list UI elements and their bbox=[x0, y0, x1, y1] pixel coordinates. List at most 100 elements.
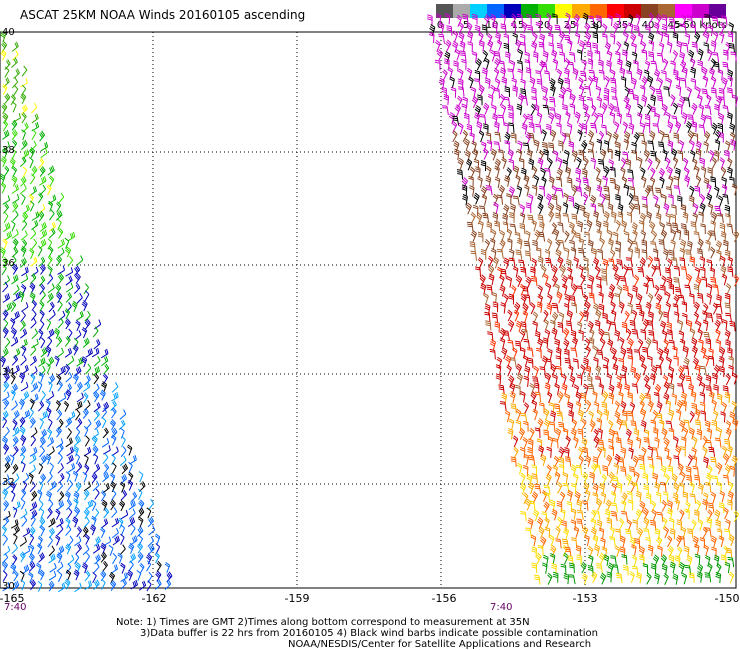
wind-barb bbox=[596, 349, 604, 360]
wind-barb bbox=[687, 383, 694, 396]
wind-barb bbox=[650, 94, 656, 106]
wind-barb bbox=[668, 517, 675, 529]
wind-barb bbox=[120, 572, 128, 583]
wind-barb bbox=[633, 60, 639, 72]
wind-barb bbox=[74, 366, 82, 377]
wind-barb bbox=[595, 220, 602, 233]
wind-barb bbox=[717, 122, 723, 134]
wind-barb bbox=[702, 435, 708, 448]
wind-barb bbox=[564, 230, 570, 243]
wind-barb bbox=[700, 223, 706, 235]
wind-barb bbox=[718, 535, 725, 548]
wind-barb bbox=[565, 320, 573, 331]
wind-barb bbox=[582, 12, 589, 25]
wind-barb bbox=[138, 516, 144, 528]
wind-barb bbox=[673, 175, 679, 187]
wind-barb bbox=[12, 436, 19, 447]
wind-barb bbox=[137, 551, 144, 563]
wind-barb bbox=[101, 417, 107, 429]
wind-barb bbox=[1, 102, 8, 114]
wind-barb bbox=[499, 337, 506, 350]
wind-barb bbox=[39, 310, 45, 322]
map-frame bbox=[0, 31, 737, 589]
wind-barb bbox=[111, 507, 118, 518]
wind-barb bbox=[520, 266, 527, 278]
wind-barb bbox=[606, 373, 612, 385]
wind-barb bbox=[685, 273, 693, 286]
wind-barb bbox=[507, 68, 515, 79]
wind-barb bbox=[640, 167, 646, 180]
wind-barb bbox=[502, 330, 510, 341]
wind-barb bbox=[571, 150, 578, 162]
wind-barb bbox=[729, 465, 735, 477]
wind-barb bbox=[100, 542, 107, 554]
wind-barb bbox=[20, 274, 29, 284]
wind-barb bbox=[679, 239, 687, 251]
wind-barb bbox=[139, 562, 145, 574]
wind-barb bbox=[65, 267, 74, 277]
wind-barb bbox=[545, 193, 552, 206]
wind-barb bbox=[64, 364, 71, 376]
wind-barb bbox=[733, 274, 740, 287]
wind-barb bbox=[45, 345, 52, 357]
wind-barb bbox=[648, 463, 655, 476]
wind-barb bbox=[552, 571, 559, 583]
wind-barb bbox=[597, 203, 604, 214]
wind-barb bbox=[473, 158, 480, 170]
wind-barb bbox=[635, 436, 642, 449]
wind-barb bbox=[531, 464, 537, 476]
wind-barb bbox=[711, 157, 717, 170]
wind-barb bbox=[637, 267, 645, 278]
wind-barb bbox=[657, 309, 664, 322]
wind-barb bbox=[537, 214, 544, 225]
wind-barb bbox=[57, 265, 65, 275]
wind-barb bbox=[48, 553, 56, 564]
wind-barb bbox=[504, 175, 511, 187]
wind-barb bbox=[614, 545, 621, 558]
wind-barb bbox=[477, 231, 484, 243]
wind-barb bbox=[703, 544, 709, 557]
wind-barb bbox=[531, 473, 538, 484]
wind-barb bbox=[0, 247, 6, 259]
wind-barb bbox=[2, 129, 10, 140]
wind-barb bbox=[19, 426, 26, 438]
wind-barb bbox=[606, 517, 612, 529]
wind-barb bbox=[657, 347, 664, 360]
wind-barb bbox=[554, 24, 562, 35]
wind-barb bbox=[83, 283, 90, 295]
wind-barb bbox=[549, 107, 557, 118]
wind-barb bbox=[570, 228, 577, 241]
wind-barb bbox=[667, 121, 674, 134]
wind-barb bbox=[728, 356, 734, 368]
wind-barb bbox=[614, 329, 621, 342]
wind-barb bbox=[38, 463, 44, 475]
wind-barb bbox=[621, 492, 628, 505]
wind-barb bbox=[523, 464, 529, 477]
wind-barb bbox=[524, 294, 531, 305]
wind-barb bbox=[614, 293, 621, 304]
wind-barb bbox=[579, 311, 585, 324]
wind-barb bbox=[533, 139, 540, 152]
wind-barb bbox=[461, 58, 467, 70]
time-label-east: 7:40 bbox=[490, 602, 513, 613]
wind-barb bbox=[84, 399, 91, 411]
wind-barb bbox=[76, 381, 83, 393]
wind-barb bbox=[147, 516, 155, 528]
wind-barb bbox=[621, 410, 628, 422]
wind-barb bbox=[57, 453, 63, 465]
wind-barb bbox=[626, 70, 633, 81]
wind-barb bbox=[100, 527, 106, 539]
wind-barb bbox=[576, 321, 583, 334]
wind-barb bbox=[1, 264, 7, 276]
wind-barb bbox=[521, 21, 528, 34]
wind-barb bbox=[645, 337, 652, 350]
wind-barb bbox=[67, 255, 74, 267]
wind-barb bbox=[506, 364, 512, 377]
wind-barb bbox=[719, 222, 726, 234]
wind-barb bbox=[466, 123, 473, 135]
wind-barb bbox=[81, 562, 88, 574]
wind-barb bbox=[714, 129, 722, 142]
wind-barb bbox=[582, 447, 589, 458]
wind-barb bbox=[63, 400, 70, 412]
wind-barb bbox=[728, 571, 735, 584]
